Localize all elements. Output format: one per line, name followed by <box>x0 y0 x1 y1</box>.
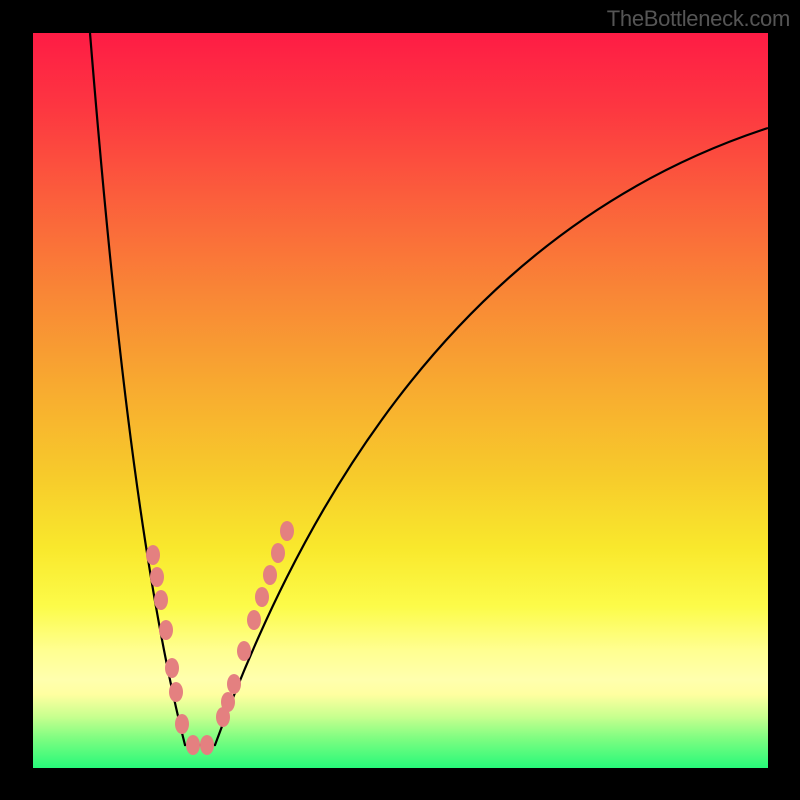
chart-svg <box>0 0 800 800</box>
data-marker <box>150 567 164 587</box>
data-marker <box>221 692 235 712</box>
data-marker <box>247 610 261 630</box>
data-marker <box>280 521 294 541</box>
data-marker <box>255 587 269 607</box>
plot-area-gradient <box>33 33 768 768</box>
data-marker <box>159 620 173 640</box>
data-marker <box>227 674 241 694</box>
data-marker <box>154 590 168 610</box>
data-marker <box>237 641 251 661</box>
data-marker <box>186 735 200 755</box>
data-marker <box>271 543 285 563</box>
data-marker <box>146 545 160 565</box>
watermark-text: TheBottleneck.com <box>607 6 790 32</box>
data-marker <box>165 658 179 678</box>
data-marker <box>263 565 277 585</box>
data-marker <box>200 735 214 755</box>
data-marker <box>175 714 189 734</box>
bottleneck-chart: TheBottleneck.com <box>0 0 800 800</box>
data-marker <box>169 682 183 702</box>
